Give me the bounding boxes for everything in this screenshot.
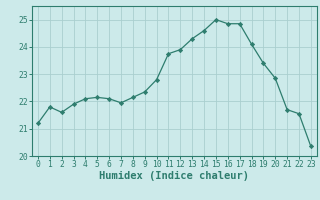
X-axis label: Humidex (Indice chaleur): Humidex (Indice chaleur) xyxy=(100,171,249,181)
